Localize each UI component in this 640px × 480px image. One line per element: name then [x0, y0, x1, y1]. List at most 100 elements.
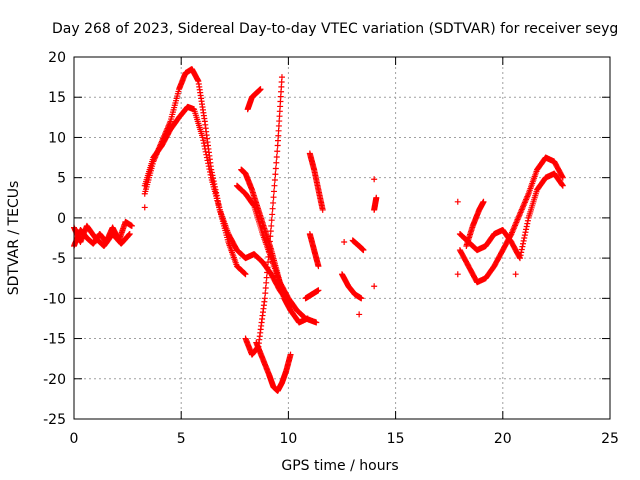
- x-tick-label: 10: [279, 431, 297, 447]
- data-point: [125, 232, 132, 239]
- data-point: [273, 159, 280, 166]
- data-point: [201, 143, 208, 150]
- data-point: [521, 232, 528, 239]
- data-point: [519, 243, 526, 250]
- axis-ticks: 0 5 10 15 20 25 20 15 10 5 0 -5 -10 -15 -20 -25: [43, 50, 619, 447]
- data-point: [271, 182, 278, 189]
- data-point: [264, 269, 271, 276]
- data-point: [319, 206, 326, 213]
- data-point: [274, 148, 281, 155]
- y-tick-label: -5: [52, 251, 66, 267]
- data-point: [265, 253, 272, 260]
- data-point: [523, 226, 530, 233]
- data-point: [205, 163, 212, 170]
- data-point: [371, 176, 378, 183]
- x-tick-label: 25: [601, 431, 619, 447]
- data-point: [206, 168, 213, 175]
- data-point: [524, 217, 531, 224]
- y-tick-label: 5: [57, 171, 66, 187]
- data-point: [126, 231, 133, 238]
- data-point: [521, 235, 528, 241]
- data-point: [559, 182, 566, 189]
- data-point: [454, 271, 461, 278]
- data-point: [263, 279, 270, 286]
- data-point: [313, 319, 320, 326]
- data-point: [287, 351, 294, 358]
- data-point: [520, 237, 527, 244]
- chart-title: Day 268 of 2023, Sidereal Day-to-day VTE…: [52, 21, 618, 37]
- data-point: [262, 284, 269, 291]
- data-point: [263, 274, 270, 281]
- x-axis-label: GPS time / hours: [281, 458, 398, 474]
- data-point: [271, 176, 278, 183]
- data-point: [265, 248, 272, 255]
- data-point: [202, 148, 209, 155]
- x-tick-label: 5: [177, 431, 186, 447]
- data-point: [205, 160, 212, 167]
- data-point: [559, 173, 566, 180]
- data-point: [273, 153, 280, 160]
- data-point: [315, 263, 322, 270]
- data-point: [250, 201, 257, 208]
- data-point: [206, 166, 213, 173]
- data-point: [200, 140, 207, 147]
- data-point: [341, 239, 348, 246]
- data-point: [204, 157, 211, 164]
- data-point: [360, 247, 367, 254]
- data-point: [242, 271, 249, 278]
- data-point: [373, 194, 380, 201]
- y-tick-label: 0: [57, 211, 66, 227]
- data-point: [199, 134, 206, 141]
- data-point: [265, 259, 272, 266]
- x-tick-label: 15: [387, 431, 405, 447]
- data-point: [268, 217, 275, 224]
- y-tick-label: -20: [43, 372, 66, 388]
- y-tick-label: 20: [48, 50, 66, 66]
- data-point: [267, 228, 274, 235]
- data-point: [200, 137, 207, 144]
- data-point: [454, 198, 461, 205]
- data-point: [518, 249, 525, 256]
- data-point: [523, 223, 530, 230]
- y-axis-label: SDTVAR / TECUs: [6, 181, 22, 296]
- data-point: [559, 174, 566, 181]
- data-point: [371, 283, 378, 290]
- x-tick-label: 0: [70, 431, 79, 447]
- data-point: [203, 151, 210, 158]
- data-point: [268, 222, 275, 229]
- plot-frame: [73, 56, 611, 420]
- data-point: [517, 252, 524, 259]
- data-point: [524, 220, 531, 227]
- data-point: [264, 264, 271, 271]
- data-point: [266, 238, 273, 245]
- data-point: [266, 243, 273, 250]
- data-point: [520, 240, 527, 247]
- data-markers: [71, 66, 566, 394]
- data-point: [257, 86, 264, 93]
- data-point: [270, 194, 277, 201]
- data-point: [356, 311, 363, 318]
- data-point: [269, 205, 276, 212]
- grid: [74, 57, 610, 419]
- data-point: [271, 188, 278, 195]
- data-point: [203, 154, 210, 161]
- data-point: [207, 171, 214, 178]
- data-point: [141, 204, 148, 211]
- data-point: [269, 211, 276, 218]
- data-point: [278, 74, 285, 81]
- data-point: [270, 199, 277, 206]
- data-point: [126, 230, 133, 237]
- y-tick-label: -10: [43, 291, 66, 307]
- data-point: [267, 233, 274, 240]
- y-tick-label: -15: [43, 332, 66, 348]
- data-point: [480, 198, 487, 205]
- data-point: [315, 287, 322, 294]
- data-point: [516, 255, 523, 262]
- data-point: [128, 222, 135, 229]
- data-point: [272, 171, 279, 178]
- data-point: [512, 271, 519, 278]
- data-point: [358, 295, 365, 302]
- data-point: [272, 165, 279, 172]
